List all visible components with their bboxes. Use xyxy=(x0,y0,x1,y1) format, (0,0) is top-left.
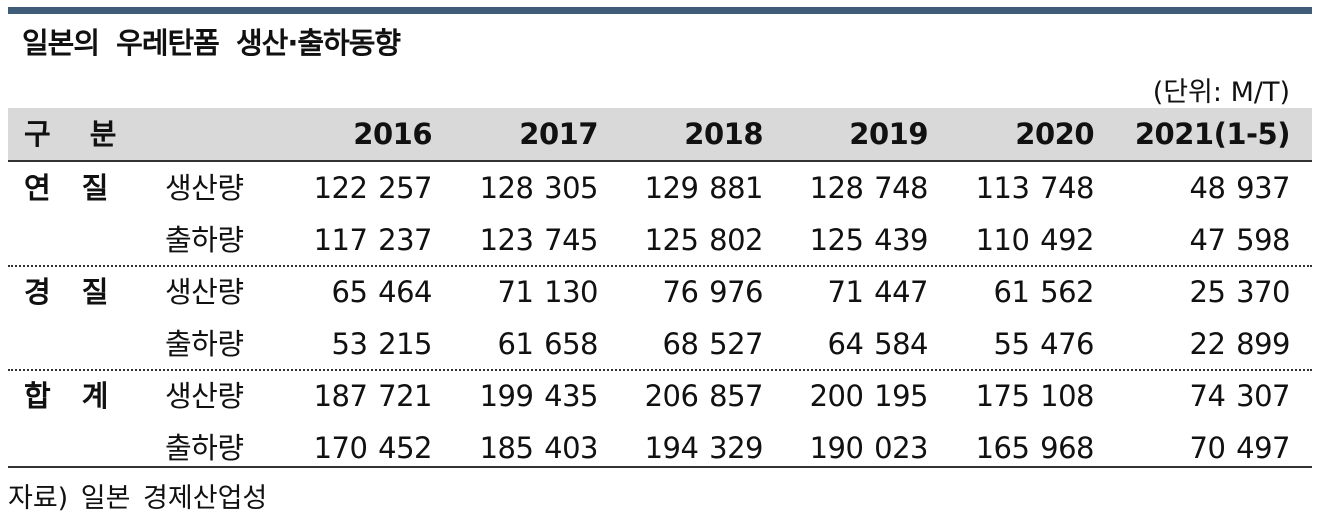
cell-value: 129 881 xyxy=(644,171,764,205)
group-label: 경 질 xyxy=(24,275,108,309)
header-background xyxy=(8,108,1312,162)
header-cell: 2017 xyxy=(519,117,598,151)
cell-value: 64 584 xyxy=(827,327,929,361)
cell-value: 200 195 xyxy=(809,379,929,413)
cell-value: 48 937 xyxy=(1189,171,1291,205)
row-label: 생산량 xyxy=(165,171,244,205)
cell-value: 55 476 xyxy=(993,327,1095,361)
cell-value: 206 857 xyxy=(644,379,764,413)
group-label: 연 질 xyxy=(24,171,108,205)
group-separator xyxy=(8,369,1312,371)
header-cell: 2018 xyxy=(684,117,763,151)
row-label: 출하량 xyxy=(165,327,244,361)
cell-value: 61 658 xyxy=(497,327,599,361)
cell-value: 113 748 xyxy=(975,171,1095,205)
cell-value: 125 439 xyxy=(809,223,929,257)
row-label: 출하량 xyxy=(165,223,244,257)
row-label: 생산량 xyxy=(165,275,244,309)
header-cell: 2020 xyxy=(1015,117,1094,151)
cell-value: 61 562 xyxy=(993,275,1095,309)
top-bar xyxy=(8,7,1312,14)
cell-value: 47 598 xyxy=(1189,223,1291,257)
row-label: 출하량 xyxy=(165,431,244,465)
group-label: 합 계 xyxy=(24,379,108,413)
cell-value: 175 108 xyxy=(975,379,1095,413)
cell-value: 170 452 xyxy=(313,431,433,465)
header-cell: 2016 xyxy=(353,117,432,151)
cell-value: 123 745 xyxy=(479,223,599,257)
cell-value: 71 447 xyxy=(827,275,929,309)
row-label: 생산량 xyxy=(165,379,244,413)
title: 일본의 우레탄폼 생산·출하동향 xyxy=(22,26,401,60)
cell-value: 110 492 xyxy=(975,223,1095,257)
source: 자료) 일본 경제산업성 xyxy=(8,483,268,514)
cell-value: 68 527 xyxy=(662,327,764,361)
cell-value: 53 215 xyxy=(331,327,433,361)
header-cell: 구 분 xyxy=(24,117,116,151)
cell-value: 194 329 xyxy=(644,431,764,465)
table-bottom-rule xyxy=(8,466,1312,468)
cell-value: 74 307 xyxy=(1189,379,1291,413)
cell-value: 71 130 xyxy=(497,275,599,309)
header-cell: 2019 xyxy=(849,117,928,151)
cell-value: 187 721 xyxy=(313,379,433,413)
cell-value: 65 464 xyxy=(331,275,433,309)
cell-value: 76 976 xyxy=(662,275,764,309)
cell-value: 25 370 xyxy=(1189,275,1291,309)
cell-value: 128 748 xyxy=(809,171,929,205)
cell-value: 165 968 xyxy=(975,431,1095,465)
cell-value: 22 899 xyxy=(1189,327,1291,361)
group-separator xyxy=(8,265,1312,267)
cell-value: 117 237 xyxy=(313,223,433,257)
cell-value: 122 257 xyxy=(313,171,433,205)
cell-value: 125 802 xyxy=(644,223,764,257)
unit: (단위: M/T) xyxy=(1152,77,1290,108)
cell-value: 128 305 xyxy=(479,171,599,205)
header-cell: 2021(1-5) xyxy=(1134,117,1291,151)
cell-value: 190 023 xyxy=(809,431,929,465)
cell-value: 70 497 xyxy=(1189,431,1291,465)
cell-value: 185 403 xyxy=(479,431,599,465)
cell-value: 199 435 xyxy=(479,379,599,413)
